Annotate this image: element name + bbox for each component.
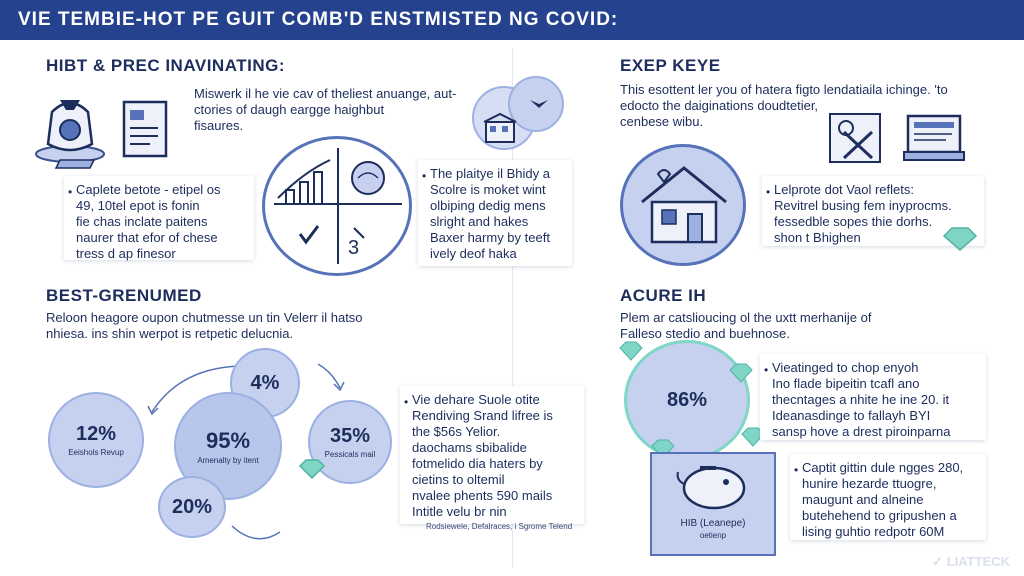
gem-icon-small (298, 459, 326, 480)
section-heading-tl: HIBT & PREC INAVINATING: (46, 56, 285, 75)
tl-card-a: • Caplete betote - etipel os 49, 10tel e… (64, 176, 254, 261)
center-divider (512, 48, 513, 568)
bl-footnote: Rodsiewele, Defalraces, i Sgrome Telend (426, 522, 573, 531)
brand-watermark: ✓ LIATTECK (932, 554, 1010, 569)
section-heading-bl: BEST-GRENUMED (46, 286, 202, 305)
tl-card-b: • The plaitye il Bhidy a Scolre is moket… (418, 160, 572, 266)
shield-check-icon: ✓ (932, 554, 947, 569)
flow-arrows (147, 363, 345, 540)
growth-chart-icon: 3 (274, 148, 402, 264)
br-card-a: • Vieatinged to chop enyoh Ino flade bip… (760, 354, 986, 440)
house-icon (641, 166, 727, 244)
bubble-12: 12% Eeishols Revup (48, 392, 144, 488)
svg-text:3: 3 (348, 237, 359, 259)
money-bag-icon (35, 100, 105, 169)
bl-intro: Reloon heagore oupon chutmesse un tin Ve… (46, 310, 363, 341)
piggy-bank-icon (676, 466, 746, 510)
br-card-b: • Captit gittin dule ngges 280, hunire h… (790, 454, 986, 540)
tr-intro: This esottent ler you of hatera figto le… (620, 82, 948, 129)
magnifier-cross-icon (829, 113, 881, 163)
br-intro: Plem ar catslioucing ol the uxtt merhani… (620, 310, 872, 341)
section-heading-tr: EXEP KEYE (620, 56, 721, 75)
section-heading-br: ACURE IH (620, 286, 707, 305)
laptop-icon (903, 114, 965, 161)
br-box-label: HIB (Leanepe) oetienp (680, 518, 746, 540)
building-icon (483, 112, 517, 143)
page-banner: VIE TEMBIE-HOT PE GUIT COMB'D ENSTMISTED… (0, 0, 1024, 40)
bl-card: • Vie dehare Suole otite Rendiving Srand… (400, 386, 584, 524)
tl-intro: Miswerk il he vie cav of theliest anuang… (194, 86, 457, 133)
bubble-20: 20% (158, 476, 226, 538)
bubble-35: 35% Pessicals mail (308, 400, 392, 484)
document-icon (122, 100, 168, 158)
gem-cluster-icon (619, 341, 765, 459)
bird-icon (530, 100, 548, 108)
percent-circle-86: 86% (624, 340, 750, 460)
tr-card: • Lelprote dot Vaol reflets: Revitrel bu… (762, 176, 984, 246)
gem-icon (942, 227, 978, 251)
